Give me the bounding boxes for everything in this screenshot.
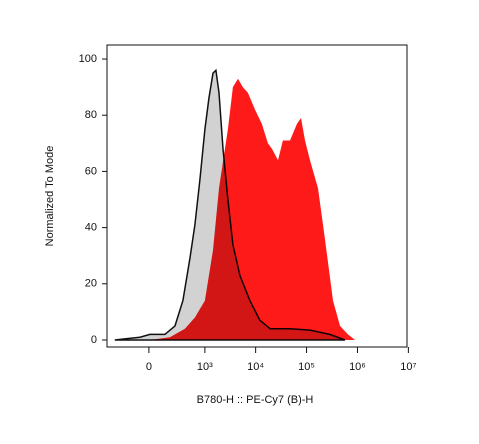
y-tick-label: 20 [85, 278, 97, 290]
y-tick-label: 60 [85, 165, 97, 177]
x-axis-label: B780-H :: PE-Cy7 (B)-H [197, 394, 314, 406]
x-tick-label: 10⁷ [400, 361, 416, 373]
plot-frame [106, 44, 408, 348]
x-tick-label: 10⁴ [247, 361, 264, 373]
x-tick-label: 10⁵ [298, 361, 315, 373]
x-tick-label: 10⁶ [349, 361, 366, 373]
y-tick-label: 0 [91, 334, 97, 346]
y-tick-label: 40 [85, 222, 97, 234]
y-tick-label: 80 [85, 109, 97, 121]
y-tick-label: 100 [79, 53, 97, 65]
x-tick-label: 10³ [197, 361, 213, 373]
histogram-area [114, 68, 346, 341]
histogram-area [149, 78, 355, 340]
y-axis-label: Normalized To Mode [44, 146, 56, 247]
x-tick-label: 0 [146, 361, 152, 373]
